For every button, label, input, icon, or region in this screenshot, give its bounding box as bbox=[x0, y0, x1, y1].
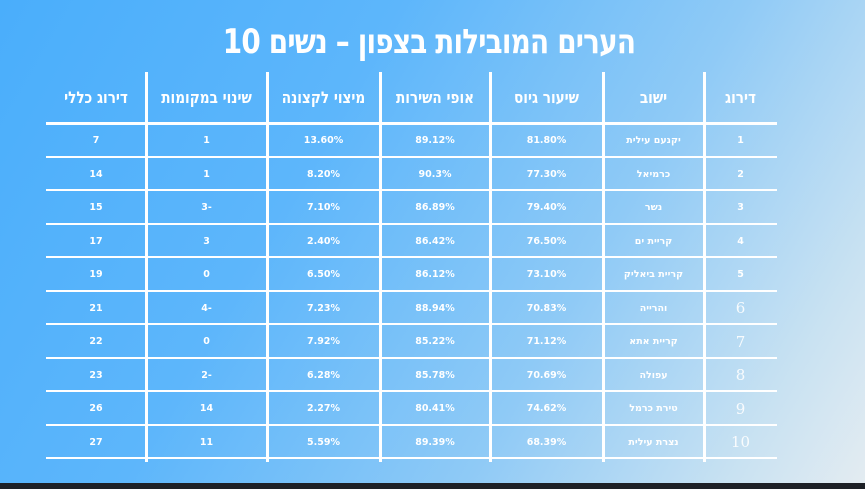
slide-title: 10 הערים המובילות בצפון – נשים bbox=[222, 22, 636, 62]
cell-recruitment-rate: 74.62% bbox=[526, 403, 567, 415]
cell-overall-rank: 14 bbox=[89, 168, 103, 180]
cell-officer-rate: 7.10% bbox=[307, 202, 340, 214]
cell-city: קריית אתא bbox=[629, 336, 678, 348]
cell-recruitment-rate: 71.12% bbox=[526, 336, 567, 348]
cell-recruitment-rate: 76.50% bbox=[526, 235, 567, 247]
cell-service-quality: 85.78% bbox=[415, 369, 455, 381]
row-divider bbox=[46, 423, 777, 426]
cell-city: קריית ים bbox=[634, 235, 673, 247]
cell-recruitment-rate: 70.83% bbox=[526, 302, 567, 314]
cell-service-quality: 89.12% bbox=[415, 135, 455, 147]
cell-overall-rank: 21 bbox=[89, 302, 103, 314]
cell-service-quality: 88.94% bbox=[415, 302, 455, 314]
cell-position-change: 1 bbox=[203, 168, 210, 180]
cell-overall-rank: 26 bbox=[89, 403, 103, 415]
cell-recruitment-rate: 77.30% bbox=[526, 168, 567, 180]
row-divider bbox=[46, 189, 777, 191]
cell-rank: 2 bbox=[737, 168, 744, 180]
cell-service-quality: 86.12% bbox=[415, 269, 455, 281]
row-divider bbox=[46, 222, 777, 225]
cell-service-quality: 90.3% bbox=[418, 168, 452, 180]
cell-officer-rate: 7.23% bbox=[307, 302, 340, 314]
cell-rank: 6 bbox=[735, 299, 746, 318]
row-divider bbox=[46, 457, 777, 459]
row-divider bbox=[46, 289, 777, 292]
cell-rank: 1 bbox=[737, 135, 744, 147]
cell-service-quality: 80.41% bbox=[415, 403, 455, 415]
column-divider bbox=[702, 72, 706, 462]
cell-service-quality: 89.39% bbox=[415, 436, 455, 448]
cell-officer-rate: 5.59% bbox=[307, 436, 340, 448]
cell-rank: 3 bbox=[737, 202, 744, 214]
column-divider bbox=[488, 72, 492, 462]
header-overall-rank: דירוג כללי bbox=[64, 88, 128, 107]
column-divider bbox=[601, 72, 605, 462]
row-divider bbox=[46, 390, 777, 392]
cell-city: טירת כרמל bbox=[629, 403, 678, 415]
cell-position-change: 3- bbox=[201, 202, 212, 214]
cell-officer-rate: 13.60% bbox=[303, 135, 344, 147]
cell-officer-rate: 6.28% bbox=[307, 369, 340, 381]
cell-recruitment-rate: 81.80% bbox=[526, 135, 567, 147]
cell-position-change: 2- bbox=[201, 369, 212, 381]
row-divider bbox=[46, 356, 777, 359]
row-divider bbox=[46, 122, 777, 125]
header-officer-rate: מיצוי לקצונה bbox=[281, 88, 366, 107]
column-divider bbox=[378, 72, 382, 462]
cell-overall-rank: 19 bbox=[89, 269, 103, 281]
row-divider bbox=[46, 155, 777, 158]
cell-rank: 9 bbox=[735, 399, 746, 418]
cell-position-change: 11 bbox=[199, 436, 214, 448]
cell-position-change: 0 bbox=[203, 269, 210, 281]
cell-service-quality: 86.89% bbox=[415, 202, 455, 214]
bottom-bar bbox=[0, 483, 865, 489]
cell-recruitment-rate: 79.40% bbox=[526, 202, 567, 214]
cell-service-quality: 86.42% bbox=[415, 235, 455, 247]
cell-city: עפולה bbox=[639, 369, 668, 381]
cell-position-change: 0 bbox=[203, 336, 210, 348]
row-divider bbox=[46, 256, 777, 258]
cell-position-change: 3 bbox=[203, 235, 210, 247]
cell-officer-rate: 6.50% bbox=[307, 269, 340, 281]
cell-overall-rank: 23 bbox=[89, 369, 103, 381]
cell-officer-rate: 8.20% bbox=[307, 168, 340, 180]
cell-city: והרייה bbox=[639, 302, 668, 314]
cell-city: קריית ביאליק bbox=[623, 269, 684, 281]
cell-city: נצרת עילית bbox=[628, 436, 679, 448]
cell-overall-rank: 15 bbox=[89, 202, 103, 214]
cell-overall-rank: 22 bbox=[89, 336, 103, 348]
cell-rank: 5 bbox=[737, 269, 744, 281]
header-position-change: שינוי במקומות bbox=[161, 88, 252, 107]
cell-rank: 4 bbox=[737, 235, 744, 247]
cell-position-change: 1 bbox=[203, 135, 210, 147]
cell-recruitment-rate: 73.10% bbox=[526, 269, 567, 281]
cell-position-change: 4- bbox=[201, 302, 212, 314]
cell-city: נשר bbox=[644, 202, 663, 214]
cell-officer-rate: 7.92% bbox=[307, 336, 340, 348]
column-divider bbox=[144, 72, 148, 462]
cell-city: יקנעם עילית bbox=[626, 135, 681, 147]
rankings-table: דירוג ישוב שיעור גיוס אופי השירות מיצוי לקצו… bbox=[46, 72, 777, 462]
cell-recruitment-rate: 70.69% bbox=[526, 369, 567, 381]
cell-rank: 7 bbox=[735, 332, 746, 351]
header-service-quality: אופי השירות bbox=[395, 88, 475, 107]
cell-rank: 8 bbox=[735, 366, 746, 385]
header-rank: דירוג bbox=[725, 88, 756, 107]
cell-officer-rate: 2.40% bbox=[307, 235, 340, 247]
cell-overall-rank: 17 bbox=[89, 235, 103, 247]
cell-overall-rank: 27 bbox=[89, 436, 103, 448]
cell-recruitment-rate: 68.39% bbox=[526, 436, 567, 448]
cell-rank: 10 bbox=[730, 433, 751, 452]
cell-city: כרמיאל bbox=[636, 168, 671, 180]
column-divider bbox=[265, 72, 269, 462]
cell-officer-rate: 2.27% bbox=[307, 403, 340, 415]
header-city: ישוב bbox=[639, 88, 668, 107]
header-recruitment-rate: שיעור גיוס bbox=[514, 88, 579, 107]
cell-service-quality: 85.22% bbox=[415, 336, 455, 348]
cell-position-change: 14 bbox=[199, 403, 214, 415]
cell-overall-rank: 7 bbox=[92, 135, 100, 147]
row-divider bbox=[46, 323, 777, 325]
